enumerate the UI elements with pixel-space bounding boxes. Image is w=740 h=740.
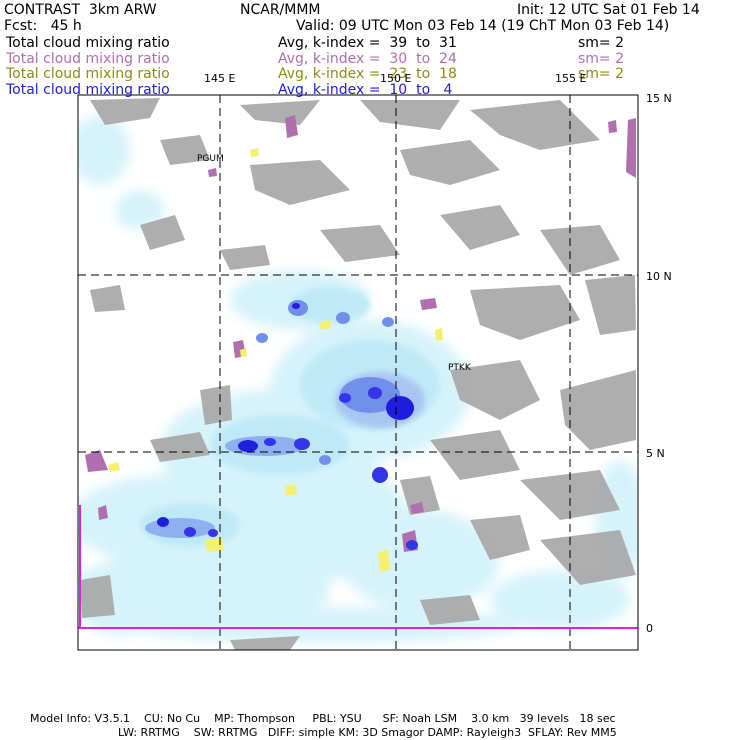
blue-cloud-cores (145, 300, 425, 550)
layer-1-label: Total cloud mixing ratio (6, 35, 170, 51)
lon-label-155: 155 E (555, 72, 586, 85)
map-frame (77, 94, 639, 651)
layer-3-avg: Avg, k-index = 23 to 18 (278, 66, 457, 82)
lat-label-5: 5 N (646, 447, 665, 460)
lon-label-145: 145 E (204, 72, 235, 85)
layer-4-label: Total cloud mixing ratio (6, 82, 170, 98)
layer-1-avg: Avg, k-index = 39 to 31 (278, 35, 457, 51)
layer-2-sm: sm= 2 (578, 51, 625, 67)
lat-lon-grid (78, 95, 638, 650)
layer-2-label: Total cloud mixing ratio (6, 51, 170, 67)
init-time: Init: 12 UTC Sat 01 Feb 14 (517, 2, 700, 18)
lat-label-15: 15 N (646, 92, 672, 105)
layer-4-avg: Avg, k-index = 10 to 4 (278, 82, 453, 98)
layer-2-avg: Avg, k-index = 30 to 24 (278, 51, 457, 67)
model-info-line-2: LW: RRTMG SW: RRTMG DIFF: simple KM: 3D … (118, 726, 617, 739)
station-ptkk: PTKK (448, 363, 472, 373)
organization: NCAR/MMM (240, 2, 321, 18)
layer-3-sm: sm= 2 (578, 66, 625, 82)
lon-label-150: 150 E (380, 72, 411, 85)
model-info-line-1: Model Info: V3.5.1 CU: No Cu MP: Thompso… (30, 712, 616, 725)
layer-3-label: Total cloud mixing ratio (6, 66, 170, 82)
lat-label-0: 0 (646, 622, 653, 635)
valid-time: Valid: 09 UTC Mon 03 Feb 14 (19 ChT Mon … (296, 18, 670, 34)
gray-cloud-patches (80, 98, 636, 650)
layer-1-sm: sm= 2 (578, 35, 625, 51)
forecast-hour: Fcst: 45 h (4, 18, 82, 34)
lat-label-10: 10 N (646, 270, 672, 283)
yellow-cloud-patches (108, 148, 443, 572)
station-pgum: PGUM (197, 154, 224, 164)
model-name: CONTRAST 3km ARW (4, 2, 157, 18)
